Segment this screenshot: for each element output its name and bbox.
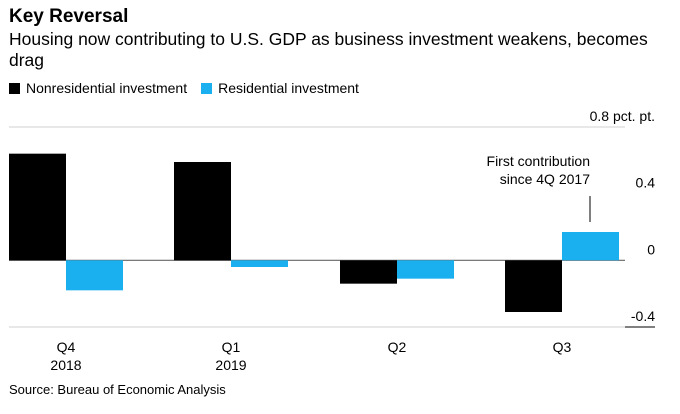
bars [9, 153, 619, 312]
x-tick-sublabel: 2019 [215, 357, 246, 373]
legend-swatch-nonresidential [9, 82, 20, 94]
bar-nonresidential [174, 162, 231, 261]
annotation: First contribution since 4Q 2017 [487, 153, 591, 222]
legend-label-nonresidential: Nonresidential investment [26, 80, 188, 96]
y-tick-label: -0.4 [631, 308, 655, 324]
x-axis-labels: Q4 2018 Q1 2019 Q2 Q3 [50, 339, 571, 373]
x-tick-sublabel: 2018 [50, 357, 81, 373]
x-tick-label: Q3 [553, 339, 572, 355]
y-tick-label: 0.8 pct. pt. [590, 108, 655, 124]
x-tick-label: Q1 [222, 339, 241, 355]
x-tick-label: Q4 [57, 339, 76, 355]
bar-residential [231, 260, 288, 267]
chart-source: Source: Bureau of Economic Analysis [9, 382, 226, 397]
legend-item-residential: Residential investment [201, 80, 359, 96]
bar-residential [397, 260, 454, 279]
y-tick-label: 0 [647, 241, 655, 257]
bar-nonresidential [505, 260, 562, 312]
annotation-text-line1: First contribution [487, 153, 590, 169]
bar-residential [66, 260, 123, 291]
y-axis-labels: 0.8 pct. pt. 0.4 0 -0.4 [590, 108, 656, 324]
bar-residential [562, 232, 619, 261]
chart-subtitle: Housing now contributing to U.S. GDP as … [9, 29, 648, 70]
legend-swatch-residential [201, 82, 213, 94]
bar-nonresidential [9, 153, 66, 261]
annotation-text-line2: since 4Q 2017 [500, 171, 590, 187]
bar-nonresidential [340, 260, 397, 284]
legend-label-residential: Residential investment [218, 80, 359, 96]
legend: Nonresidential investment Residential in… [9, 80, 373, 96]
x-tick-label: Q2 [388, 339, 407, 355]
chart-title: Key Reversal [9, 6, 129, 27]
legend-item-nonresidential: Nonresidential investment [9, 80, 187, 96]
y-tick-label: 0.4 [636, 175, 656, 191]
